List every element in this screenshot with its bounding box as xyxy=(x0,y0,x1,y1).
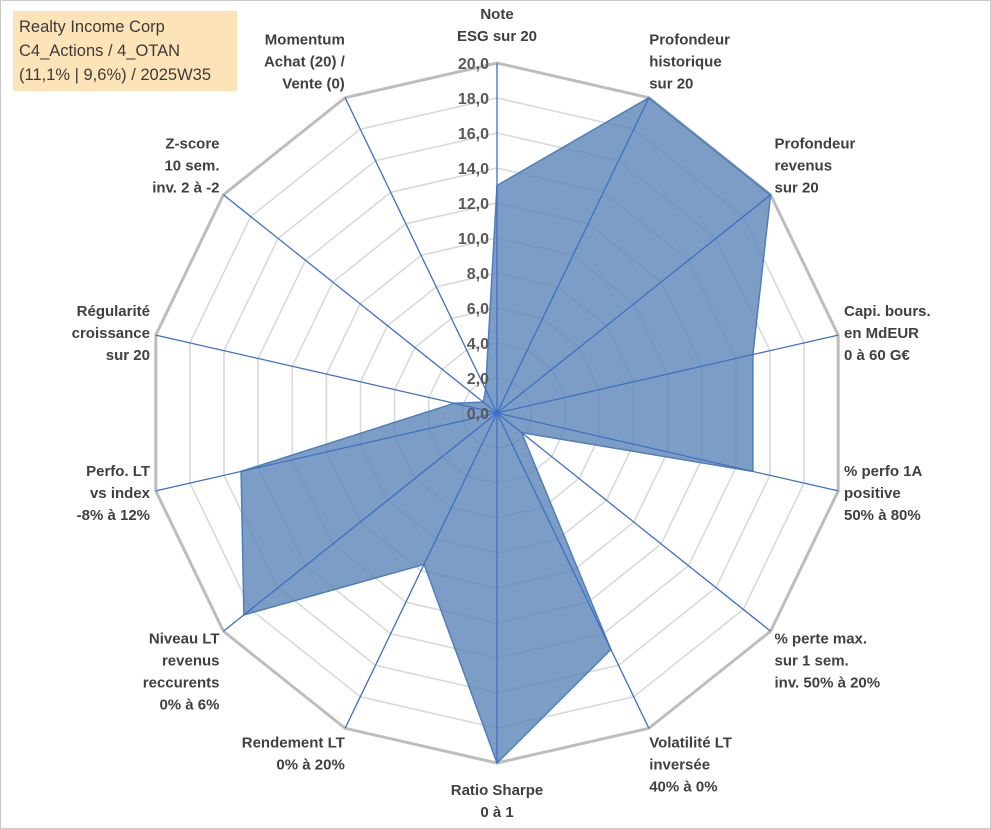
axis-label-text-1: Note ESG sur 20 xyxy=(457,6,537,45)
axis-label-text-7: Volatilité LT inversée 40% à 0% xyxy=(649,734,732,795)
spoke-4 xyxy=(496,334,839,414)
axis-label-1: Note ESG sur 20 xyxy=(457,6,537,45)
chart-title-box: Realty Income Corp C4_Actions / 4_OTAN (… xyxy=(13,11,237,91)
axis-label-2: Profondeur historique sur 20 xyxy=(649,32,730,93)
axis-label-10: Niveau LT revenus reccurents 0% à 6% xyxy=(143,631,220,714)
axis-label-line: Z-score xyxy=(165,136,219,153)
spoke-9 xyxy=(344,412,498,729)
axis-label-line: inversée xyxy=(649,756,710,773)
axis-label-text-13: Z-score 10 sem. inv. 2 à -2 xyxy=(152,136,219,197)
spoke-14 xyxy=(344,97,498,414)
axis-label-line: Momentum xyxy=(265,32,345,49)
axis-label-text-4: Capi. bours. en MdEUR 0 à 60 G€ xyxy=(844,303,931,364)
spoke-10 xyxy=(222,412,498,632)
axis-label-12: Régularité croissance sur 20 xyxy=(72,303,150,364)
axis-label-line: Niveau LT xyxy=(149,631,220,648)
axis-label-3: Profondeur revenus sur 20 xyxy=(775,136,856,197)
axis-label-line: 50% à 80% xyxy=(844,507,921,524)
axis-label-line: Volatilité LT xyxy=(649,734,732,751)
axis-label-line: inv. 50% à 20% xyxy=(775,675,881,692)
axis-label-line: revenus xyxy=(775,158,833,175)
axis-label-8: Ratio Sharpe 0 à 1 xyxy=(451,782,544,821)
axis-label-line: -8% à 12% xyxy=(77,507,150,524)
axis-label-text-11: Perfo. LT vs index -8% à 12% xyxy=(77,463,151,524)
radar-tick-labels: 0,0 2,0 4,0 6,0 8,0 10,0 12,0 14,0 16,0 18,0 20,0 xyxy=(458,56,489,423)
axis-label-line: Achat (20) / xyxy=(264,54,346,71)
axis-label-line: Ratio Sharpe xyxy=(451,782,544,799)
axis-label-line: 10 sem. xyxy=(164,158,219,175)
axis-label-line: Régularité xyxy=(77,303,150,320)
spoke-13 xyxy=(222,194,498,414)
axis-label-text-9: Rendement LT 0% à 20% xyxy=(242,734,345,773)
axis-label-9: Rendement LT 0% à 20% xyxy=(242,734,345,773)
axis-label-text-2: Profondeur historique sur 20 xyxy=(649,32,730,93)
tick-label-4: 8,0 xyxy=(467,266,489,283)
tick-label-8: 16,0 xyxy=(458,126,489,143)
radar-axis-labels: Note ESG sur 20 Profondeur historique sur 20… xyxy=(72,6,931,821)
axis-label-line: revenus xyxy=(162,653,220,670)
tick-label-9: 18,0 xyxy=(458,91,489,108)
axis-label-line: % perfo 1A xyxy=(844,463,923,480)
axis-label-text-3: Profondeur revenus sur 20 xyxy=(775,136,856,197)
tick-label-7: 14,0 xyxy=(458,161,489,178)
axis-label-line: en MdEUR xyxy=(844,325,919,342)
axis-label-14: Momentum Achat (20) / Vente (0) xyxy=(264,32,346,93)
axis-label-line: reccurents xyxy=(143,675,220,692)
axis-label-7: Volatilité LT inversée 40% à 0% xyxy=(649,734,732,795)
axis-label-text-14: Momentum Achat (20) / Vente (0) xyxy=(264,32,346,93)
tick-label-1: 2,0 xyxy=(467,371,489,388)
axis-label-line: 0% à 20% xyxy=(276,756,344,773)
axis-label-line: sur 20 xyxy=(649,76,693,93)
axis-label-line: sur 20 xyxy=(106,347,150,364)
spoke-6 xyxy=(496,412,772,632)
axis-label-line: 0 à 1 xyxy=(480,804,513,821)
title-line-category: C4_Actions / 4_OTAN xyxy=(19,42,181,60)
axis-label-line: ESG sur 20 xyxy=(457,28,537,45)
radar-spokes xyxy=(155,63,839,763)
axis-label-11: Perfo. LT vs index -8% à 12% xyxy=(77,463,151,524)
axis-label-5: % perfo 1A positive 50% à 80% xyxy=(844,463,923,524)
axis-label-13: Z-score 10 sem. inv. 2 à -2 xyxy=(152,136,219,197)
axis-label-4: Capi. bours. en MdEUR 0 à 60 G€ xyxy=(844,303,931,364)
axis-label-line: sur 20 xyxy=(775,180,819,197)
axis-label-line: 0 à 60 G€ xyxy=(844,347,911,364)
axis-label-line: historique xyxy=(649,54,722,71)
axis-label-line: % perte max. xyxy=(775,631,868,648)
spoke-12 xyxy=(155,334,498,414)
spoke-7 xyxy=(496,412,650,729)
spoke-2 xyxy=(496,97,650,414)
axis-label-line: 0% à 6% xyxy=(159,697,219,714)
spoke-11 xyxy=(155,412,498,492)
axis-label-text-8: Ratio Sharpe 0 à 1 xyxy=(451,782,544,821)
axis-label-line: vs index xyxy=(90,485,151,502)
axis-label-text-5: % perfo 1A positive 50% à 80% xyxy=(844,463,923,524)
axis-label-6: % perte max. sur 1 sem. inv. 50% à 20% xyxy=(775,631,881,692)
axis-label-line: Profondeur xyxy=(775,136,856,153)
tick-label-10: 20,0 xyxy=(458,56,489,73)
axis-label-line: Profondeur xyxy=(649,32,730,49)
axis-label-line: 40% à 0% xyxy=(649,778,717,795)
tick-label-6: 12,0 xyxy=(458,196,489,213)
axis-label-line: Vente (0) xyxy=(282,76,345,93)
tick-label-3: 6,0 xyxy=(467,301,489,318)
tick-label-5: 10,0 xyxy=(458,231,489,248)
title-line-stats: (11,1% | 9,6%) / 2025W35 xyxy=(19,66,211,84)
title-line-company: Realty Income Corp xyxy=(19,18,165,36)
tick-label-0: 0,0 xyxy=(467,406,489,423)
axis-label-line: inv. 2 à -2 xyxy=(152,180,219,197)
axis-label-line: Note xyxy=(480,6,513,23)
spoke-3 xyxy=(496,194,772,414)
tick-label-2: 4,0 xyxy=(467,336,489,353)
axis-label-line: Perfo. LT xyxy=(86,463,150,480)
axis-label-line: sur 1 sem. xyxy=(775,653,849,670)
axis-label-text-10: Niveau LT revenus reccurents 0% à 6% xyxy=(143,631,220,714)
axis-label-line: Rendement LT xyxy=(242,734,345,751)
axis-label-line: croissance xyxy=(72,325,150,342)
axis-label-line: Capi. bours. xyxy=(844,303,931,320)
axis-label-line: positive xyxy=(844,485,901,502)
axis-label-text-6: % perte max. sur 1 sem. inv. 50% à 20% xyxy=(775,631,881,692)
spoke-5 xyxy=(496,412,839,492)
axis-label-text-12: Régularité croissance sur 20 xyxy=(72,303,150,364)
